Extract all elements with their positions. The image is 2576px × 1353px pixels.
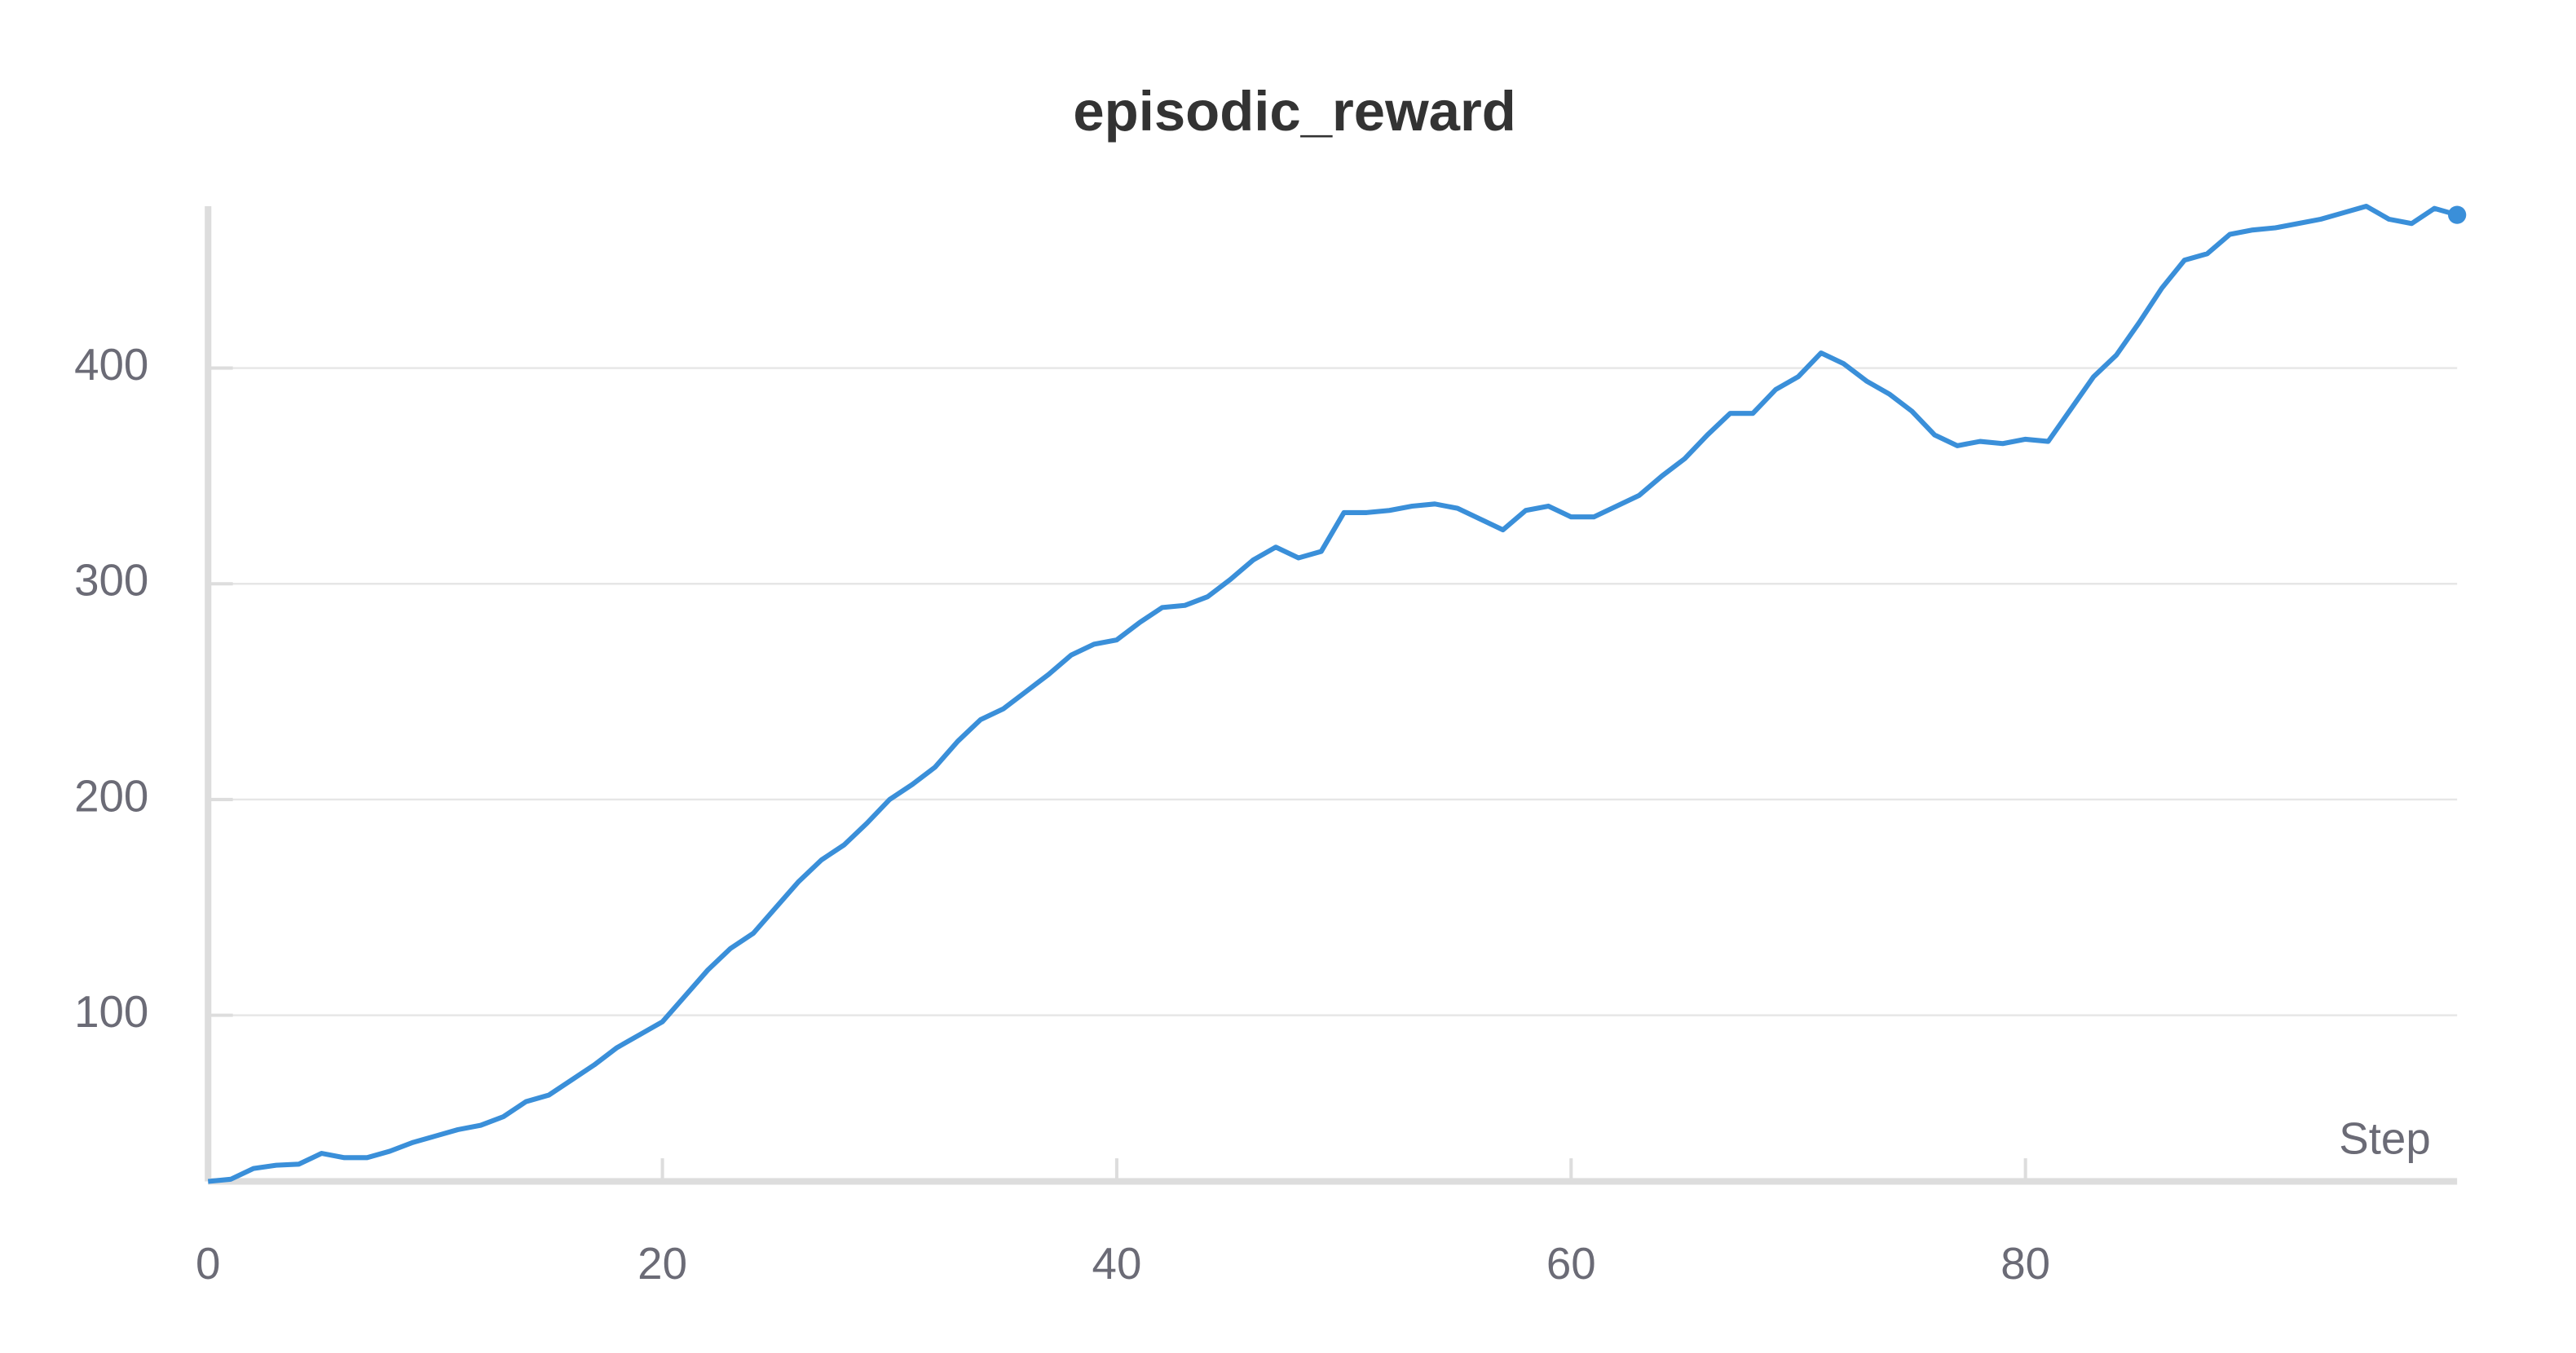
x-tick-label: 20 — [637, 1239, 687, 1289]
line — [207, 204, 2458, 1184]
y-tick-label: 100 — [74, 987, 148, 1037]
chart-title: episodic_reward — [1073, 80, 1515, 143]
y-tick-label: 400 — [74, 340, 148, 390]
y-tick-label: 300 — [74, 556, 148, 606]
x-tick-label: 80 — [2000, 1239, 2050, 1289]
x-axis-label: Step — [2339, 1113, 2430, 1163]
y-tick-label: 200 — [74, 771, 148, 821]
last-point — [2448, 205, 2467, 224]
x-tick-label: 40 — [1092, 1239, 1142, 1289]
x-tick-label: 0 — [196, 1239, 220, 1289]
x-tick-label: 60 — [1546, 1239, 1596, 1289]
